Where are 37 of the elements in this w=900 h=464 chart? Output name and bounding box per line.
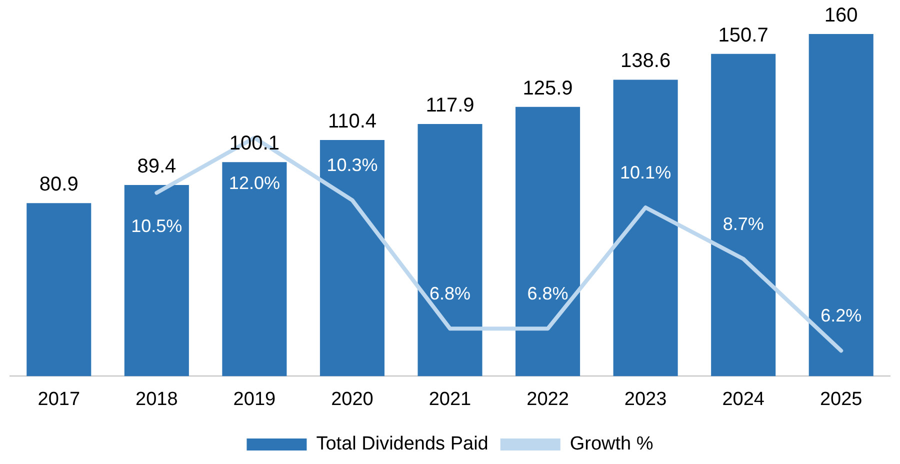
x-tick-label: 2023 xyxy=(624,388,667,410)
data-label: 6.8% xyxy=(429,284,471,304)
x-tick-label: 2021 xyxy=(428,388,472,410)
x-tick-label: 2019 xyxy=(233,388,276,410)
data-label: 8.7% xyxy=(722,214,764,234)
legend-label: Total Dividends Paid xyxy=(316,434,488,455)
data-label: 12.0% xyxy=(228,173,280,194)
bar xyxy=(711,54,776,376)
data-label: 10.5% xyxy=(131,216,182,236)
data-label: 150.7 xyxy=(718,24,768,46)
data-label: 110.4 xyxy=(328,110,377,133)
bar xyxy=(418,124,482,376)
bar xyxy=(222,162,287,376)
x-tick-label: 2020 xyxy=(331,388,374,410)
data-label: 10.3% xyxy=(326,155,378,176)
data-label: 138.6 xyxy=(620,50,671,72)
bar xyxy=(124,184,189,376)
data-label: 125.9 xyxy=(522,77,573,100)
bar xyxy=(320,140,384,376)
bar xyxy=(516,106,580,376)
bar xyxy=(808,34,874,376)
data-label: 6.2% xyxy=(820,306,862,326)
data-label: 10.1% xyxy=(620,162,672,182)
data-label: 89.4 xyxy=(137,155,176,178)
x-tick-label: 2024 xyxy=(722,388,765,410)
x-tick-label: 2022 xyxy=(526,388,569,410)
data-label: 160 xyxy=(824,4,858,26)
data-label: 100.1 xyxy=(229,132,280,155)
data-label: 80.9 xyxy=(39,174,78,196)
data-label: 117.9 xyxy=(426,94,474,117)
bar xyxy=(613,80,678,376)
x-tick-label: 2025 xyxy=(820,388,862,410)
legend-label: Growth % xyxy=(570,434,654,455)
x-tick-label: 2017 xyxy=(38,388,80,410)
bar xyxy=(26,203,92,376)
x-tick-label: 2018 xyxy=(136,388,178,410)
data-label: 6.8% xyxy=(527,284,568,304)
